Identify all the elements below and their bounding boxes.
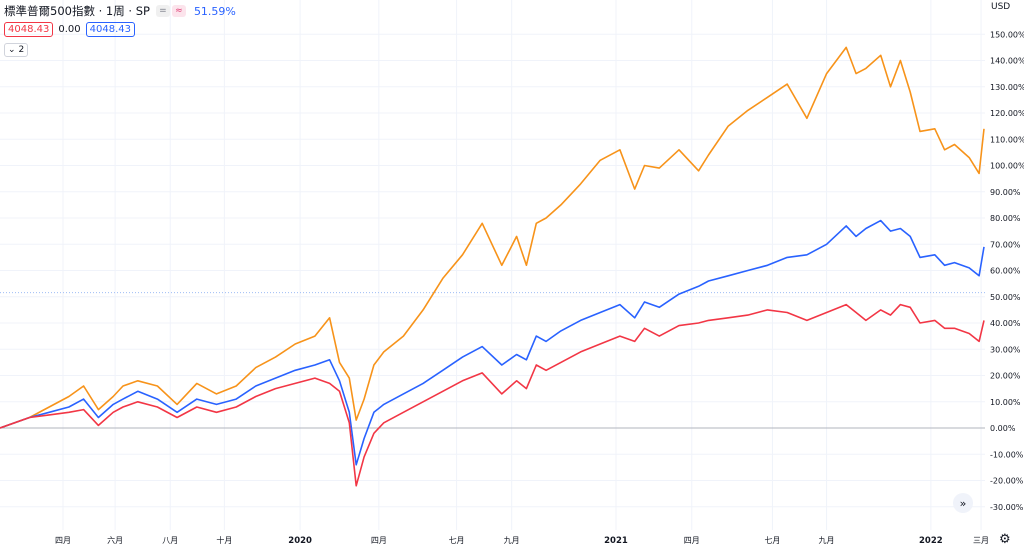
y-tick-label: 60.00% xyxy=(990,267,1021,276)
legend-values-row: 4048.43 0.00 4048.43 xyxy=(4,21,236,37)
x-tick-label: 八月 xyxy=(162,536,178,545)
indicator-count: 2 xyxy=(18,45,25,55)
x-tick-label: 三月 xyxy=(973,536,989,545)
y-tick-label: 40.00% xyxy=(990,319,1021,328)
y-tick-label: 100.00% xyxy=(990,162,1024,171)
series-line-blue xyxy=(0,219,985,466)
change-percent: 51.59% xyxy=(193,4,236,18)
x-tick-label: 2021 xyxy=(604,536,628,546)
value-blue: 4048.43 xyxy=(85,21,135,37)
x-tick-label: 四月 xyxy=(684,536,700,545)
x-tick-label: 四月 xyxy=(55,536,71,545)
y-tick-label: 50.00% xyxy=(990,293,1021,302)
y-tick-label: -20.00% xyxy=(990,477,1024,486)
x-tick-label: 十月 xyxy=(216,535,232,545)
chevron-down-icon: ⌄ xyxy=(8,45,16,55)
symbol-title[interactable]: 標準普爾500指數 · 1周 · SP xyxy=(4,4,150,18)
y-tick-label: 130.00% xyxy=(990,83,1024,92)
currency-label[interactable]: USD xyxy=(991,2,1011,12)
y-tick-label: 70.00% xyxy=(990,240,1021,249)
legend-collapse-row: ⌄ 2 xyxy=(4,42,236,58)
x-tick-label: 2022 xyxy=(919,536,943,546)
y-tick-label: 140.00% xyxy=(990,57,1024,66)
y-tick-label: -30.00% xyxy=(990,503,1024,512)
series-line-red xyxy=(0,303,985,487)
double-chevron-right-icon: » xyxy=(959,496,967,510)
x-tick-label: 七月 xyxy=(449,536,465,545)
x-tick-label: 九月 xyxy=(504,536,520,545)
y-tick-label: 30.00% xyxy=(990,345,1021,354)
y-tick-label: 90.00% xyxy=(990,188,1021,197)
y-tick-label: 80.00% xyxy=(990,214,1021,223)
chart-legend: 標準普爾500指數 · 1周 · SP = ≈ 51.59% 4048.43 0… xyxy=(4,3,236,58)
collapse-indicators-button[interactable]: ⌄ 2 xyxy=(4,43,29,57)
y-tick-label: 110.00% xyxy=(990,135,1024,144)
y-tick-label: 150.00% xyxy=(990,30,1024,39)
value-red: 4048.43 xyxy=(4,21,54,37)
compare-toggle-button[interactable]: ≈ xyxy=(171,5,186,17)
legend-title-row: 標準普爾500指數 · 1周 · SP = ≈ 51.59% xyxy=(4,3,236,19)
x-tick-label: 九月 xyxy=(819,536,835,545)
series-line-orange xyxy=(0,46,985,429)
equal-toggle-button[interactable]: = xyxy=(155,5,170,17)
scroll-to-realtime-button[interactable]: » xyxy=(953,493,973,513)
y-tick-label: 20.00% xyxy=(990,372,1021,381)
settings-gear-icon[interactable]: ⚙ xyxy=(999,532,1011,547)
x-tick-label: 七月 xyxy=(764,536,780,545)
x-tick-label: 六月 xyxy=(107,535,123,545)
value-mid: 0.00 xyxy=(58,23,81,35)
y-tick-label: -10.00% xyxy=(990,450,1024,459)
x-tick-label: 四月 xyxy=(371,536,387,545)
x-tick-label: 2020 xyxy=(288,536,312,546)
y-tick-label: 120.00% xyxy=(990,109,1024,118)
y-tick-label: 0.00% xyxy=(990,424,1016,433)
y-tick-label: 10.00% xyxy=(990,398,1021,407)
